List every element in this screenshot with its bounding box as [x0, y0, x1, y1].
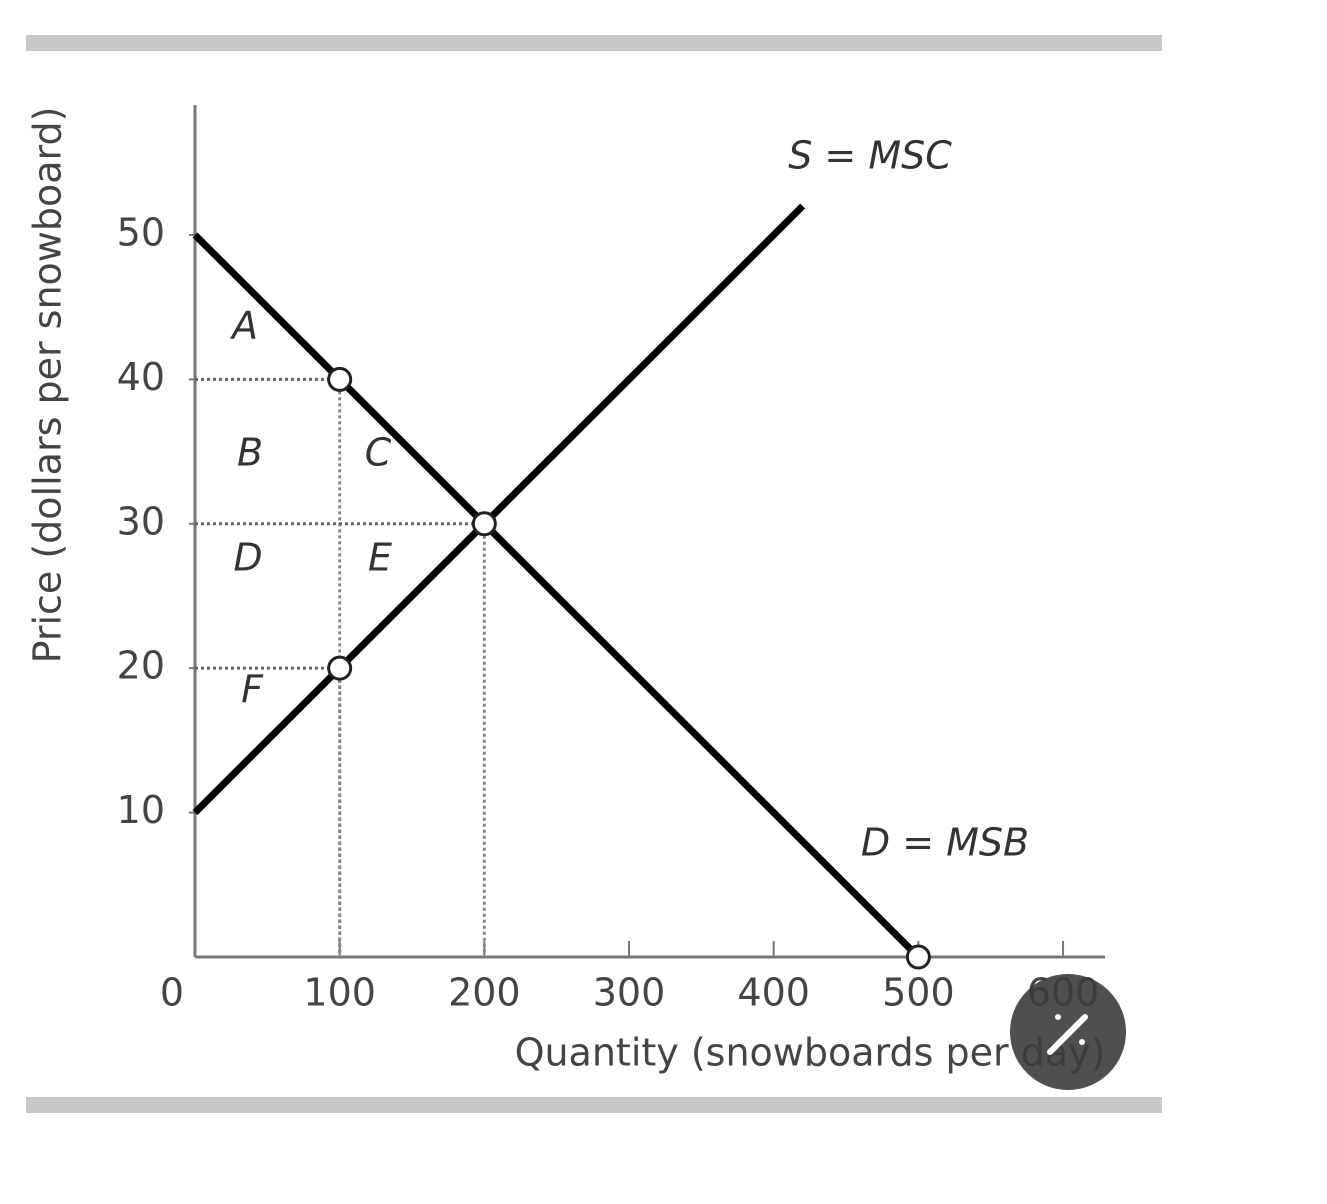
- y-tick-label: 40: [117, 355, 165, 399]
- x-axis-label: Quantity (snowboards per day): [515, 1031, 1106, 1075]
- x-tick-label: 0: [160, 971, 184, 1015]
- curve: [192, 232, 921, 960]
- x-tick-label: 100: [303, 971, 376, 1015]
- y-tick-label: 50: [117, 210, 165, 254]
- curve-label: D = MSB: [861, 821, 1029, 865]
- x-tick-label: 200: [448, 971, 521, 1015]
- point: [327, 366, 353, 392]
- y-tick-label: 30: [117, 499, 165, 543]
- area-label: B: [237, 431, 263, 475]
- top-bar: [26, 35, 1162, 51]
- point: [905, 944, 931, 970]
- area-label: A: [229, 304, 258, 348]
- y-tick-label: 10: [117, 788, 165, 832]
- point: [327, 655, 353, 681]
- y-tick-label: 20: [117, 644, 165, 688]
- point: [471, 511, 497, 537]
- x-tick-label: 400: [737, 971, 810, 1015]
- area-label: D: [233, 536, 262, 580]
- sparkle: [1055, 1014, 1061, 1020]
- area-label: F: [241, 668, 264, 712]
- x-tick-label: 500: [882, 971, 955, 1015]
- curve-label: S = MSC: [788, 134, 952, 178]
- x-tick-label: 300: [593, 971, 666, 1015]
- bottom-bar: [26, 1097, 1162, 1113]
- sparkle: [1079, 1039, 1085, 1045]
- y-axis-label: Price (dollars per snowboard): [26, 107, 70, 664]
- area-label: E: [368, 536, 392, 580]
- area-label: C: [365, 431, 392, 475]
- curve: [192, 203, 806, 816]
- wand-icon: [1047, 1014, 1088, 1055]
- edit-button[interactable]: [1010, 974, 1126, 1090]
